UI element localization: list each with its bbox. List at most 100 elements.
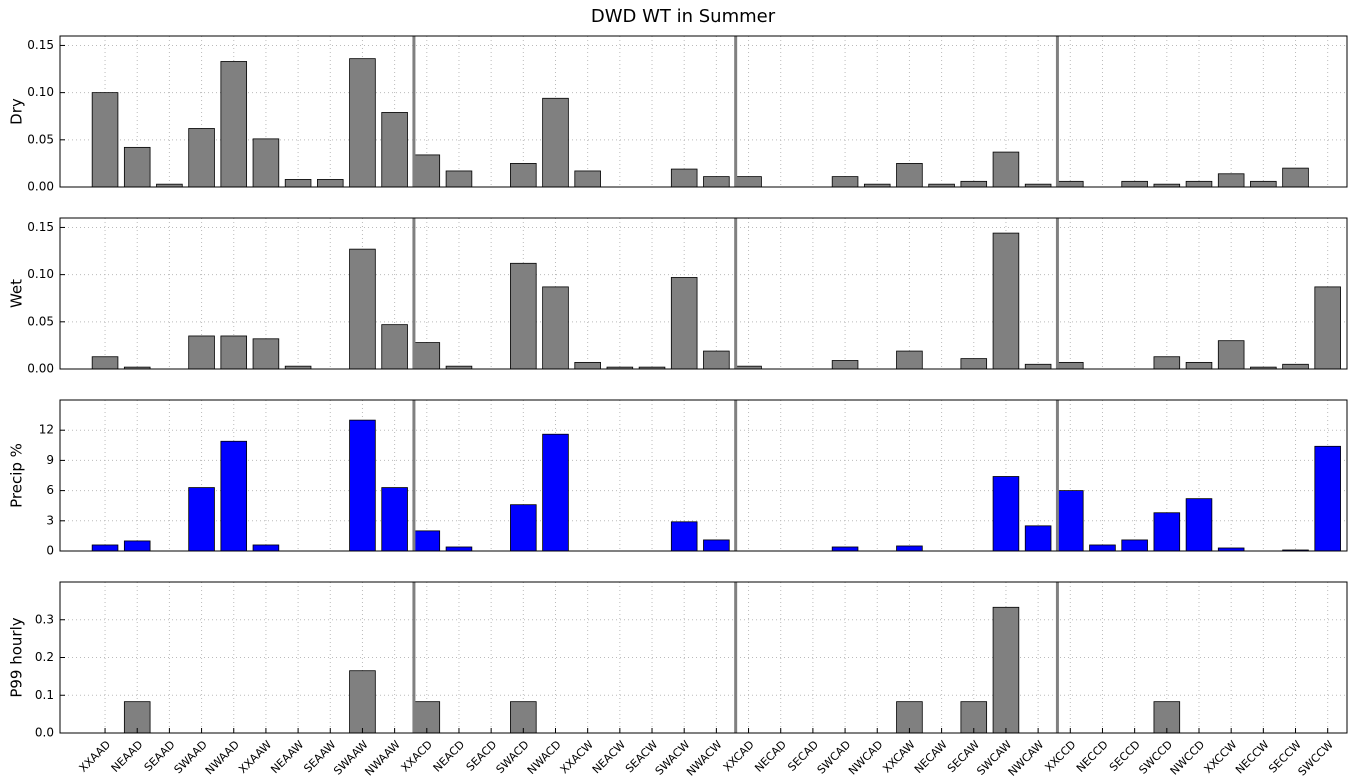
bar xyxy=(992,232,1020,370)
y-tick-label: 0.15 xyxy=(27,38,54,52)
bar xyxy=(188,335,215,370)
bar xyxy=(381,112,408,188)
bar xyxy=(413,530,441,552)
bar xyxy=(670,277,698,370)
y-tick-label: 0.10 xyxy=(27,85,54,99)
y-tick-label: 12 xyxy=(39,423,54,437)
x-tick-label: XXAAW xyxy=(236,738,274,776)
bar xyxy=(1153,701,1181,734)
bar xyxy=(1282,167,1309,188)
bar xyxy=(510,504,537,552)
bar xyxy=(445,170,473,188)
bar xyxy=(896,545,923,552)
bar xyxy=(542,97,569,188)
bar xyxy=(413,342,441,370)
bar xyxy=(703,539,730,552)
bar xyxy=(1185,180,1213,188)
x-tick-label: NWCAW xyxy=(1006,738,1047,779)
bar xyxy=(1024,363,1052,370)
bar xyxy=(349,58,376,188)
x-tick-label: NWACW xyxy=(684,738,725,779)
chart-title: DWD WT in Summer xyxy=(591,6,776,27)
bar xyxy=(349,419,376,552)
bar xyxy=(252,544,280,552)
y-tick-label: 0.05 xyxy=(27,132,54,146)
bar xyxy=(413,154,441,188)
y-tick-label: 0.0 xyxy=(35,726,54,740)
y-tick-label: 9 xyxy=(46,453,54,467)
bar xyxy=(381,487,408,552)
y-axis-label: Dry xyxy=(8,98,26,125)
y-tick-label: 0.15 xyxy=(27,220,54,234)
plot-frame xyxy=(59,399,1348,552)
y-tick-label: 0.3 xyxy=(35,612,54,626)
bar xyxy=(220,61,248,188)
x-tick-label: NEAAD xyxy=(109,738,146,775)
x-tick-label: NWAAD xyxy=(203,738,242,777)
plot-frame xyxy=(59,217,1348,370)
bar xyxy=(220,335,248,370)
y-tick-label: 0.10 xyxy=(27,267,54,281)
x-tick-label: NECAW xyxy=(912,738,950,776)
bar xyxy=(123,146,151,188)
bar xyxy=(960,358,988,370)
plot-frame xyxy=(59,581,1348,734)
x-tick-label: NWAAW xyxy=(362,738,402,778)
bar xyxy=(831,176,859,188)
bar xyxy=(1057,361,1084,370)
x-tick-label: XXCCD xyxy=(1042,738,1078,774)
bar xyxy=(1057,180,1084,188)
x-tick-label: XXACW xyxy=(558,738,596,776)
bar xyxy=(316,179,344,188)
x-tick-label: XXCAD xyxy=(721,738,757,774)
x-tick-label: NEACW xyxy=(590,738,628,776)
x-tick-label: XXAAD xyxy=(77,738,114,775)
bar xyxy=(1250,180,1277,188)
bar xyxy=(1217,173,1245,188)
bar xyxy=(831,546,859,552)
bar xyxy=(1121,539,1148,552)
y-axis-label: P99 hourly xyxy=(8,617,26,697)
bar xyxy=(91,92,119,188)
x-tick-label: NECCW xyxy=(1233,738,1272,777)
bar xyxy=(510,163,537,188)
bar xyxy=(1217,340,1245,370)
y-tick-label: 6 xyxy=(46,483,54,497)
bar xyxy=(1024,525,1052,552)
bar xyxy=(413,701,441,734)
bar xyxy=(670,521,698,552)
x-tick-label: XXCAW xyxy=(880,738,917,775)
bar xyxy=(1185,361,1213,370)
bar xyxy=(992,476,1020,552)
bar xyxy=(1089,544,1116,552)
bar xyxy=(252,338,280,370)
bar xyxy=(188,487,215,552)
bar xyxy=(896,701,923,734)
x-tick-label: NWACD xyxy=(525,738,564,777)
bar xyxy=(992,151,1020,188)
bar xyxy=(91,356,119,370)
bar xyxy=(1153,356,1181,370)
bar xyxy=(91,544,119,552)
y-tick-label: 3 xyxy=(46,513,54,527)
bar xyxy=(510,701,537,734)
bar xyxy=(252,138,280,188)
y-tick-label: 0.05 xyxy=(27,314,54,328)
bar xyxy=(670,168,698,188)
bar xyxy=(1185,498,1213,552)
bar xyxy=(123,540,151,552)
x-tick-label: SWACD xyxy=(494,738,532,776)
bar xyxy=(1314,445,1341,552)
bar xyxy=(960,180,988,188)
bar xyxy=(220,440,248,552)
x-tick-label: SWCCW xyxy=(1296,738,1336,778)
bar xyxy=(574,170,601,188)
x-tick-label: NECAD xyxy=(752,738,789,775)
bar xyxy=(1153,512,1181,552)
y-axis-label: Wet xyxy=(8,279,26,308)
x-tick-label: NEACD xyxy=(431,738,468,775)
bar xyxy=(445,546,473,552)
bar xyxy=(831,360,859,370)
x-tick-label: XXCCW xyxy=(1202,738,1240,776)
bar xyxy=(542,433,569,552)
